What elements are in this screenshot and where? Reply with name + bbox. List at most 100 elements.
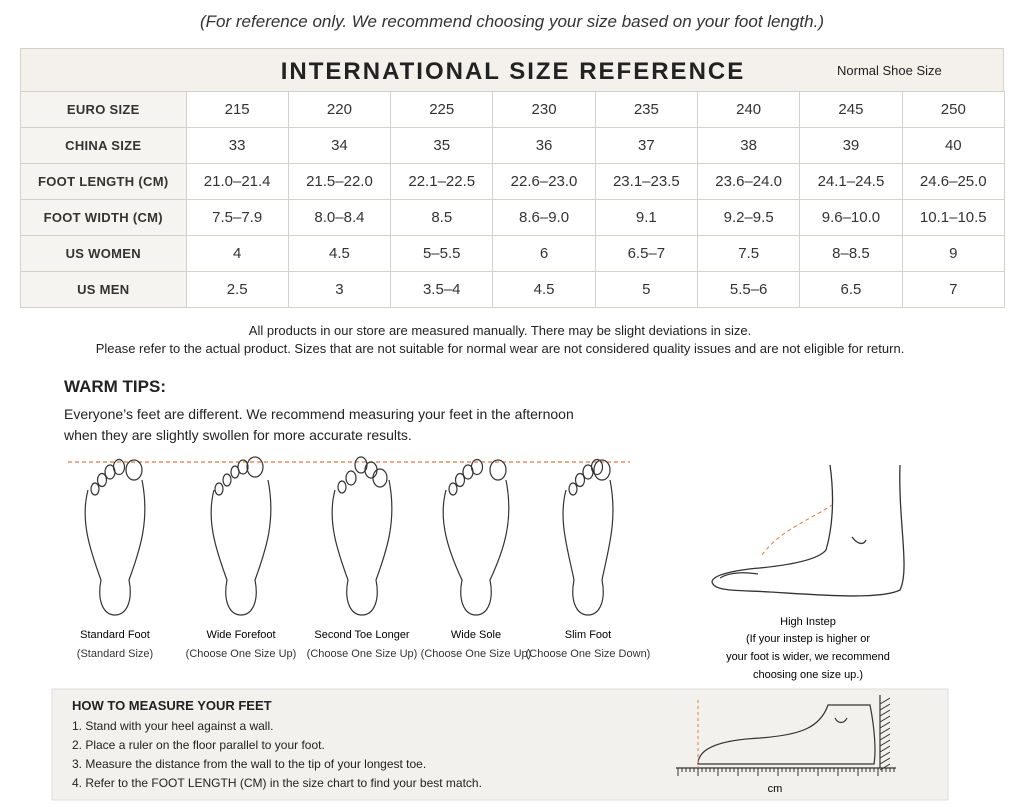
step: 3. Measure the distance from the wall to… xyxy=(72,757,427,771)
toe xyxy=(364,461,378,479)
howto-steps: 1. Stand with your heel against a wall. 2… xyxy=(72,717,482,793)
table-row: US MEN 2.5 3 3.5–4 4.5 5 5.5–6 6.5 7 xyxy=(20,271,1006,308)
cell: 38 xyxy=(696,127,801,164)
howto-box xyxy=(51,688,949,801)
row-label: US MEN xyxy=(20,271,187,308)
cell: 6.5 xyxy=(799,271,903,308)
row-label: US WOMEN xyxy=(20,235,187,272)
foot-outline xyxy=(331,479,393,616)
toe xyxy=(237,459,249,475)
toe xyxy=(454,472,466,488)
toe xyxy=(96,472,108,488)
instep-note: (If your instep is higher or xyxy=(746,633,870,645)
foot xyxy=(331,456,393,616)
wall-hatch xyxy=(879,703,891,711)
foot-note: (Choose One Size Down) xyxy=(526,648,651,660)
cell: 22.1–22.5 xyxy=(390,163,494,200)
toe xyxy=(593,459,611,481)
toe xyxy=(568,482,578,496)
instep-name: High Instep xyxy=(780,616,836,628)
step: 2. Place a ruler on the floor parallel t… xyxy=(72,738,325,752)
table-row: EURO SIZE 215 220 225 230 235 240 245 250 xyxy=(20,91,1006,128)
cell: 23.1–23.5 xyxy=(594,163,698,200)
cell: 4 xyxy=(185,235,289,272)
ruler xyxy=(677,697,895,776)
ruler-unit: cm xyxy=(768,783,783,795)
cell: 9.2–9.5 xyxy=(696,199,801,236)
foot-outline xyxy=(562,479,614,616)
foot-name: Wide Forefoot xyxy=(206,629,275,641)
cell: 5 xyxy=(594,271,698,308)
instep-note: choosing one size up.) xyxy=(753,669,863,681)
toe xyxy=(222,473,232,487)
cell: 8–8.5 xyxy=(799,235,903,272)
cell: 250 xyxy=(901,91,1006,128)
cell: 37 xyxy=(594,127,698,164)
foot xyxy=(562,458,614,616)
step: 4. Refer to the FOOT LENGTH (CM) in the … xyxy=(72,776,482,790)
cell: 24.1–24.5 xyxy=(799,163,903,200)
toe xyxy=(590,458,604,476)
cell: 35 xyxy=(390,127,494,164)
cell: 230 xyxy=(492,91,596,128)
note-line: Please refer to the actual product. Size… xyxy=(95,341,905,356)
cell: 7 xyxy=(901,271,1006,308)
wall-hatch xyxy=(879,697,891,705)
wall-hatch xyxy=(879,715,891,723)
wall-hatch xyxy=(879,721,891,729)
toe xyxy=(448,482,458,496)
foot-note: (Choose One Size Up) xyxy=(421,648,532,660)
cell: 220 xyxy=(287,91,392,128)
instep-note: your foot is wider, we recommend xyxy=(726,651,890,663)
cell: 7.5 xyxy=(696,235,801,272)
cell: 3.5–4 xyxy=(390,271,494,308)
row-label: EURO SIZE xyxy=(20,91,187,128)
wall-hatch xyxy=(879,745,891,753)
foot xyxy=(84,458,146,616)
cell: 8.6–9.0 xyxy=(492,199,596,236)
toe xyxy=(574,472,586,488)
tips-title: WARM TIPS: xyxy=(64,377,166,396)
wall-hatch xyxy=(879,739,891,747)
table-row: FOOT LENGTH (CM) 21.0–21.4 21.5–22.0 22.1–2… xyxy=(20,163,1006,200)
cell: 9 xyxy=(901,235,1006,272)
toe xyxy=(337,480,347,494)
foot-outline xyxy=(210,479,272,616)
toe xyxy=(372,468,388,488)
notes: All products in our store are measured m… xyxy=(0,322,1000,358)
wall-hatch xyxy=(879,709,891,717)
step: 1. Stand with your heel against a wall. xyxy=(72,719,274,733)
cell: 235 xyxy=(594,91,698,128)
foot-note: (Standard Size) xyxy=(77,648,153,660)
foot-name: Second Toe Longer xyxy=(314,629,410,641)
cell: 24.6–25.0 xyxy=(901,163,1006,200)
cell: 3 xyxy=(287,271,392,308)
foot-outline xyxy=(442,479,510,616)
table-subtitle: Normal Shoe Size xyxy=(837,63,942,78)
cell: 5–5.5 xyxy=(390,235,494,272)
size-table: EURO SIZE 215 220 225 230 235 240 245 250 CHINA S… xyxy=(20,91,1006,308)
note-line: All products in our store are measured m… xyxy=(248,323,752,338)
toe xyxy=(246,456,264,478)
toe xyxy=(470,458,484,476)
cell: 5.5–6 xyxy=(696,271,801,308)
table-title: INTERNATIONAL SIZE REFERENCE xyxy=(280,58,746,85)
toe xyxy=(489,459,507,481)
cell: 8.5 xyxy=(390,199,494,236)
row-label: CHINA SIZE xyxy=(20,127,187,164)
howto-title: HOW TO MEASURE YOUR FEET xyxy=(72,698,272,713)
row-label: FOOT LENGTH (CM) xyxy=(20,163,187,200)
wall-hatch xyxy=(879,727,891,735)
foot xyxy=(442,458,510,616)
toe xyxy=(125,459,143,481)
foot-name: Wide Sole xyxy=(451,629,501,641)
tips-line: Everyone’s feet are different. We recomm… xyxy=(64,406,574,422)
toe xyxy=(90,482,100,496)
toe xyxy=(112,458,126,476)
cell: 10.1–10.5 xyxy=(901,199,1006,236)
wall-hatch xyxy=(879,733,891,741)
cell: 245 xyxy=(799,91,903,128)
cell: 215 xyxy=(185,91,289,128)
